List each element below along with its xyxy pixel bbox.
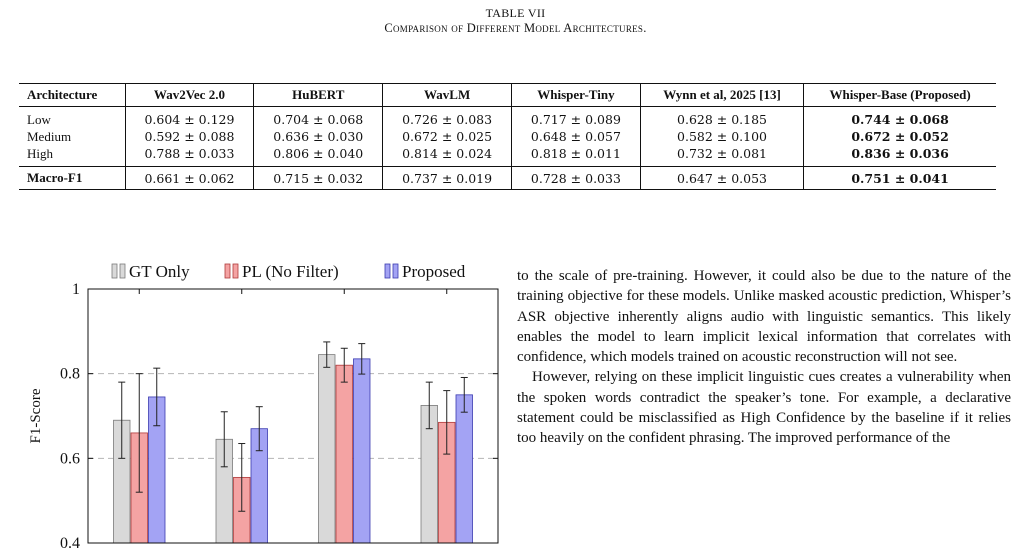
- bar: [318, 354, 336, 544]
- column-header: Whisper-Base (Proposed): [829, 87, 971, 102]
- table-cell: 0.661 ± 0.062: [125, 166, 255, 190]
- table-cell: 0.636 ± 0.030: [253, 128, 384, 145]
- table-cell: 0.592 ± 0.088: [125, 128, 255, 145]
- bar: [455, 394, 473, 544]
- y-tick-label: 1: [72, 281, 80, 298]
- column-header: HuBERT: [253, 83, 384, 107]
- table-cell: 0.818 ± 0.011: [511, 145, 641, 167]
- table-cell-best: 0.744 ± 0.068: [851, 112, 949, 127]
- bar: [353, 358, 371, 544]
- table-cell: 0.728 ± 0.033: [511, 166, 641, 190]
- table-cell: 0.628 ± 0.185: [640, 106, 805, 128]
- legend-label: GT Only: [129, 262, 190, 281]
- legend-swatch: [384, 263, 391, 279]
- table-title: Comparison of Different Model Architectu…: [384, 21, 647, 35]
- legend-swatch: [232, 263, 239, 279]
- table-cell: 0.582 ± 0.100: [640, 128, 805, 145]
- row-label: High: [19, 145, 126, 167]
- plot-frame: [87, 288, 499, 544]
- legend-swatch: [119, 263, 126, 279]
- column-header: Wynn et al, 2025 [13]: [640, 83, 805, 107]
- paragraph: to the scale of pre-training. However, i…: [517, 268, 1011, 366]
- table-cell: 0.672 ± 0.025: [382, 128, 513, 145]
- table-row: Medium 0.592 ± 0.088 0.636 ± 0.030 0.672…: [19, 128, 996, 145]
- table-cell: 0.814 ± 0.024: [382, 145, 513, 167]
- legend-swatch: [392, 263, 399, 279]
- table-cell: 0.715 ± 0.032: [253, 166, 384, 190]
- y-tick-label: 0.6: [60, 450, 80, 467]
- legend-swatch: [224, 263, 231, 279]
- table-header-row: Architecture Wav2Vec 2.0 HuBERT WavLM Wh…: [19, 83, 996, 107]
- table-cell: 0.717 ± 0.089: [511, 106, 641, 128]
- table-cell: 0.647 ± 0.053: [640, 166, 805, 190]
- row-label: Low: [19, 106, 126, 128]
- table-cell: 0.704 ± 0.068: [253, 106, 384, 128]
- legend-label: PL (No Filter): [242, 262, 339, 281]
- table-cell-best: 0.672 ± 0.052: [851, 129, 949, 144]
- table-cell-best: 0.751 ± 0.041: [851, 170, 949, 186]
- y-tick-label: 0.4: [60, 535, 80, 550]
- table-cell: 0.648 ± 0.057: [511, 128, 641, 145]
- legend-label: Proposed: [402, 262, 466, 281]
- legend-swatch: [111, 263, 118, 279]
- table-cell: 0.604 ± 0.129: [125, 106, 255, 128]
- column-header: Whisper-Tiny: [511, 83, 641, 107]
- table-cell: 0.726 ± 0.083: [382, 106, 513, 128]
- y-axis-label: F1-Score: [28, 388, 44, 443]
- architecture-comparison-table: Architecture Wav2Vec 2.0 HuBERT WavLM Wh…: [19, 83, 996, 190]
- table-row: Low 0.604 ± 0.129 0.704 ± 0.068 0.726 ± …: [19, 106, 996, 128]
- table-cell-best: 0.836 ± 0.036: [851, 146, 949, 161]
- table-cell: 0.732 ± 0.081: [640, 145, 805, 167]
- paragraph: However, relying on these implicit lingu…: [517, 369, 1011, 447]
- column-header: Wav2Vec 2.0: [125, 83, 255, 107]
- table-cell: 0.737 ± 0.019: [382, 166, 513, 190]
- bar: [335, 364, 353, 544]
- table-label: TABLE VII: [485, 6, 546, 20]
- column-header: WavLM: [382, 83, 513, 107]
- f1-score-bar-chart: 0.40.60.81F1-ScoreLowMediumHighMacro-Avg…: [28, 262, 499, 550]
- body-text: to the scale of pre-training. However, i…: [517, 266, 1011, 449]
- column-header: Architecture: [19, 83, 126, 107]
- table-summary-row: Macro-F1 0.661 ± 0.062 0.715 ± 0.032 0.7…: [19, 166, 996, 190]
- row-label: Medium: [19, 128, 126, 145]
- row-label: Macro-F1: [19, 166, 126, 190]
- table-row: High 0.788 ± 0.033 0.806 ± 0.040 0.814 ±…: [19, 145, 996, 167]
- table-cell: 0.806 ± 0.040: [253, 145, 384, 167]
- y-tick-label: 0.8: [60, 366, 80, 383]
- table-cell: 0.788 ± 0.033: [125, 145, 255, 167]
